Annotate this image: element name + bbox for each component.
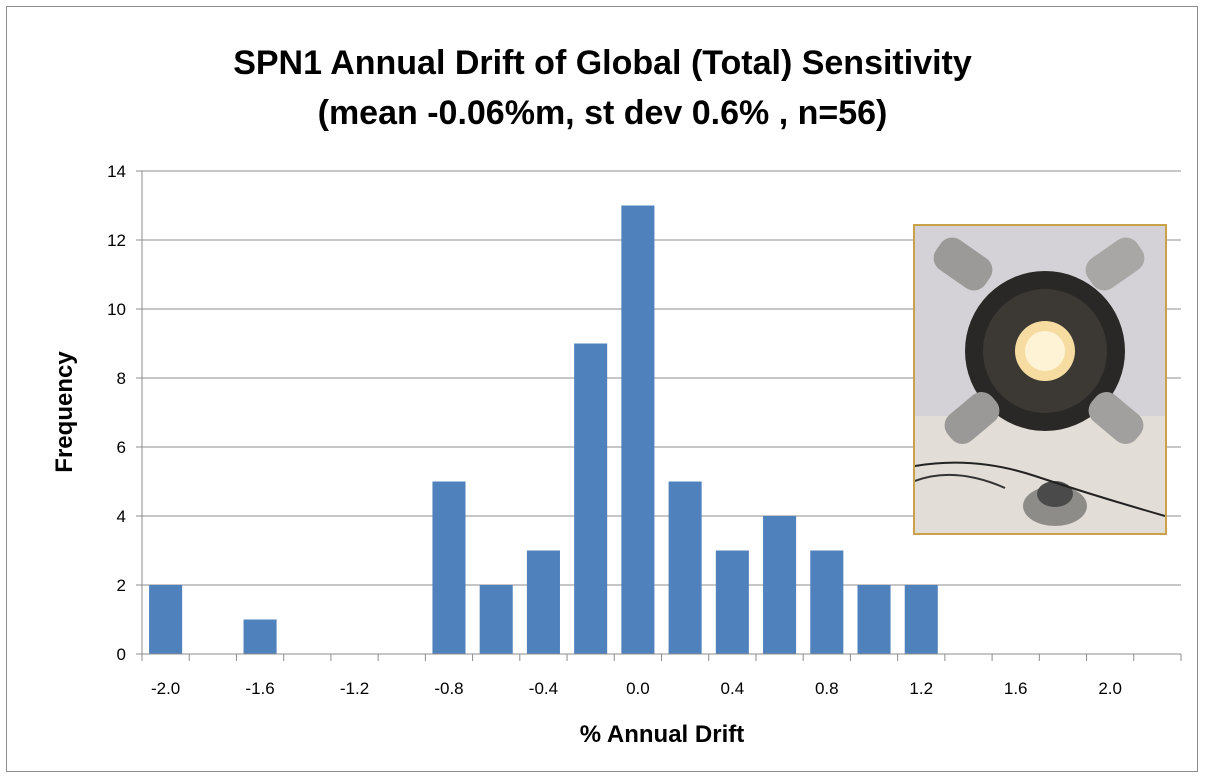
x-tick-label: -0.4 xyxy=(529,679,558,698)
y-tick-label: 14 xyxy=(107,162,126,181)
chart-subtitle: (mean -0.06%m, st dev 0.6% , n=56) xyxy=(317,94,888,132)
axes xyxy=(136,170,1182,661)
y-tick-label: 8 xyxy=(117,369,126,388)
x-tick-label: 1.2 xyxy=(909,679,933,698)
bar xyxy=(668,481,702,654)
x-tick-label: 0.4 xyxy=(721,679,745,698)
bar xyxy=(526,550,560,654)
bar xyxy=(810,550,844,654)
x-tick-label: -1.6 xyxy=(245,679,274,698)
y-axis-label: Frequency xyxy=(51,351,78,473)
bar xyxy=(904,585,938,654)
x-axis-label: % Annual Drift xyxy=(580,721,744,748)
bar xyxy=(574,343,608,654)
bar xyxy=(715,550,749,654)
bar xyxy=(621,205,655,654)
x-tick-label: -2.0 xyxy=(151,679,180,698)
x-tick-label: 0.0 xyxy=(626,679,650,698)
y-tick-label: 10 xyxy=(107,300,126,319)
x-tick-label: 0.8 xyxy=(815,679,839,698)
y-tick-label: 4 xyxy=(117,507,126,526)
x-tick-label: -0.8 xyxy=(434,679,463,698)
x-tick-label: -1.2 xyxy=(340,679,369,698)
bar xyxy=(479,585,513,654)
bar xyxy=(149,585,183,654)
bar xyxy=(432,481,466,654)
x-tick-label: 2.0 xyxy=(1098,679,1122,698)
chart-title-block: SPN1 Annual Drift of Global (Total) Sens… xyxy=(0,38,1205,138)
bar xyxy=(243,619,277,654)
bar xyxy=(763,516,797,654)
bar xyxy=(857,585,891,654)
y-tick-label: 12 xyxy=(107,231,126,250)
y-tick-label: 0 xyxy=(117,645,126,664)
x-tick-labels: -2.0 -1.6 -1.2 -0.8 -0.4 0.0 0.4 0.8 1.2 1.6 2.0 xyxy=(151,679,1122,698)
instrument-photo-illustration xyxy=(915,226,1165,533)
chart-title: SPN1 Annual Drift of Global (Total) Sens… xyxy=(233,44,972,82)
y-tick-labels: 0 2 4 6 8 10 12 14 xyxy=(107,162,126,664)
bars xyxy=(149,205,938,654)
instrument-photo xyxy=(913,224,1167,535)
x-tick-label: 1.6 xyxy=(1004,679,1028,698)
y-tick-label: 2 xyxy=(117,576,126,595)
y-tick-label: 6 xyxy=(117,438,126,457)
